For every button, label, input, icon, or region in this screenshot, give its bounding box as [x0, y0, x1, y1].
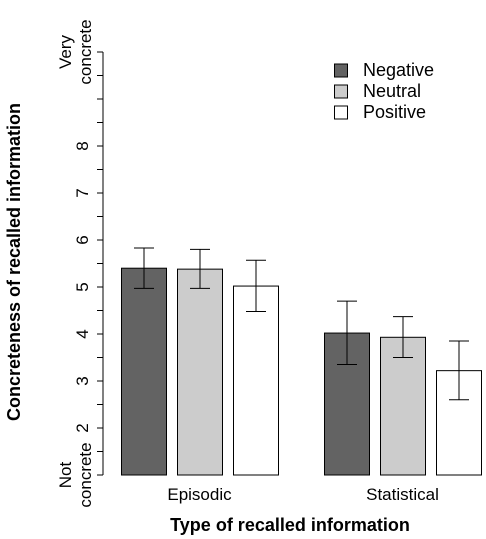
- y-tick-label-line: 8: [73, 141, 92, 150]
- legend-swatch-positive: [334, 105, 348, 120]
- bars-layer: [121, 267, 482, 476]
- legend-label-negative: Negative: [363, 60, 434, 80]
- y-tick-label: 6: [73, 235, 92, 244]
- x-category-label: Episodic: [167, 485, 232, 504]
- y-tick-label-line: 2: [73, 423, 92, 432]
- y-tick-label-line: 6: [73, 235, 92, 244]
- y-tick-label-line: 7: [73, 188, 92, 197]
- y-tick-label-line: 4: [73, 329, 92, 338]
- x-axis-categories: Episodic Statistical: [167, 485, 439, 504]
- legend-label-positive: Positive: [363, 102, 426, 122]
- legend-swatch-negative: [334, 63, 348, 78]
- y-tick-label: 7: [73, 188, 92, 197]
- bar-neutral-episodic: [177, 268, 223, 476]
- y-tick-label: 4: [73, 329, 92, 338]
- y-tick-label: 5: [73, 282, 92, 291]
- x-category-label: Statistical: [366, 485, 439, 504]
- y-tick-label-line: concrete: [76, 19, 95, 84]
- y-tick-label: 8: [73, 141, 92, 150]
- error-bars-layer: [134, 247, 469, 401]
- y-tick-label: 2: [73, 423, 92, 432]
- y-tick-label: Veryconcrete: [56, 19, 95, 84]
- y-tick-label-line: concrete: [76, 442, 95, 507]
- y-tick-label-line: Very: [56, 34, 75, 69]
- bar-positive-episodic: [233, 285, 279, 476]
- y-tick-label: Notconcrete: [56, 442, 95, 507]
- y-tick-label: 3: [73, 376, 92, 385]
- y-tick-label-line: 3: [73, 376, 92, 385]
- bar-neutral-statistical: [380, 336, 426, 476]
- y-tick-label-line: Not: [56, 462, 75, 489]
- bar-negative-episodic: [121, 267, 167, 476]
- x-axis-title: Type of recalled information: [170, 515, 410, 535]
- legend-swatch-neutral: [334, 84, 348, 99]
- y-tick-label-line: 5: [73, 282, 92, 291]
- legend-label-neutral: Neutral: [363, 81, 421, 101]
- y-axis-title: Concreteness of recalled information: [4, 103, 24, 421]
